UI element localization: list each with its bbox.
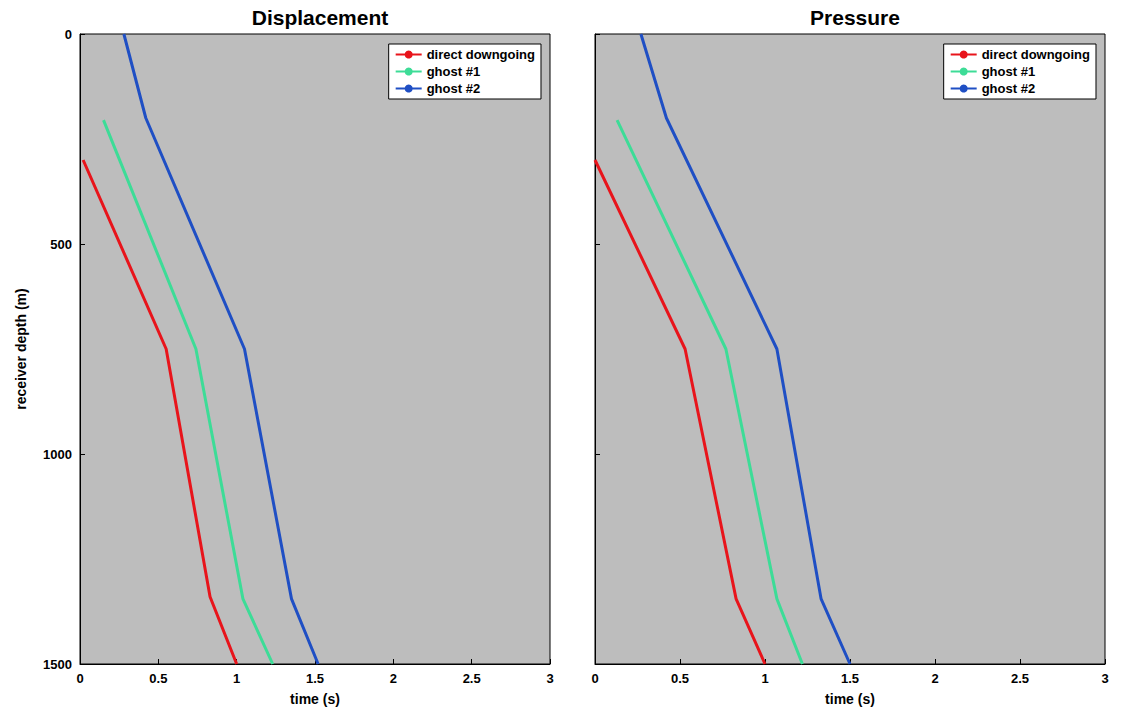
svg-text:2.5: 2.5: [463, 671, 481, 686]
svg-text:1000: 1000: [43, 447, 72, 462]
svg-text:1500: 1500: [43, 657, 72, 672]
svg-text:0: 0: [76, 671, 83, 686]
svg-text:direct downgoing: direct downgoing: [427, 47, 535, 62]
svg-text:ghost #2: ghost #2: [982, 81, 1035, 96]
svg-text:0.5: 0.5: [671, 671, 689, 686]
svg-text:0: 0: [591, 671, 598, 686]
svg-text:ghost #1: ghost #1: [982, 64, 1035, 79]
svg-text:time (s): time (s): [825, 691, 875, 707]
svg-text:3: 3: [546, 671, 553, 686]
svg-text:1: 1: [761, 671, 768, 686]
svg-text:1.5: 1.5: [306, 671, 324, 686]
svg-text:2: 2: [390, 671, 397, 686]
svg-text:time (s): time (s): [290, 691, 340, 707]
svg-text:3: 3: [1101, 671, 1108, 686]
svg-text:0.5: 0.5: [149, 671, 167, 686]
svg-text:direct downgoing: direct downgoing: [982, 47, 1090, 62]
svg-text:ghost #1: ghost #1: [427, 64, 480, 79]
svg-text:1.5: 1.5: [841, 671, 859, 686]
svg-text:500: 500: [50, 237, 72, 252]
svg-text:ghost #2: ghost #2: [427, 81, 480, 96]
svg-text:receiver depth (m): receiver depth (m): [13, 288, 29, 409]
svg-text:2.5: 2.5: [1011, 671, 1029, 686]
svg-text:Pressure: Pressure: [810, 6, 900, 29]
svg-text:0: 0: [65, 27, 72, 42]
svg-text:2: 2: [931, 671, 938, 686]
svg-text:1: 1: [233, 671, 240, 686]
svg-text:Displacement: Displacement: [252, 6, 389, 29]
